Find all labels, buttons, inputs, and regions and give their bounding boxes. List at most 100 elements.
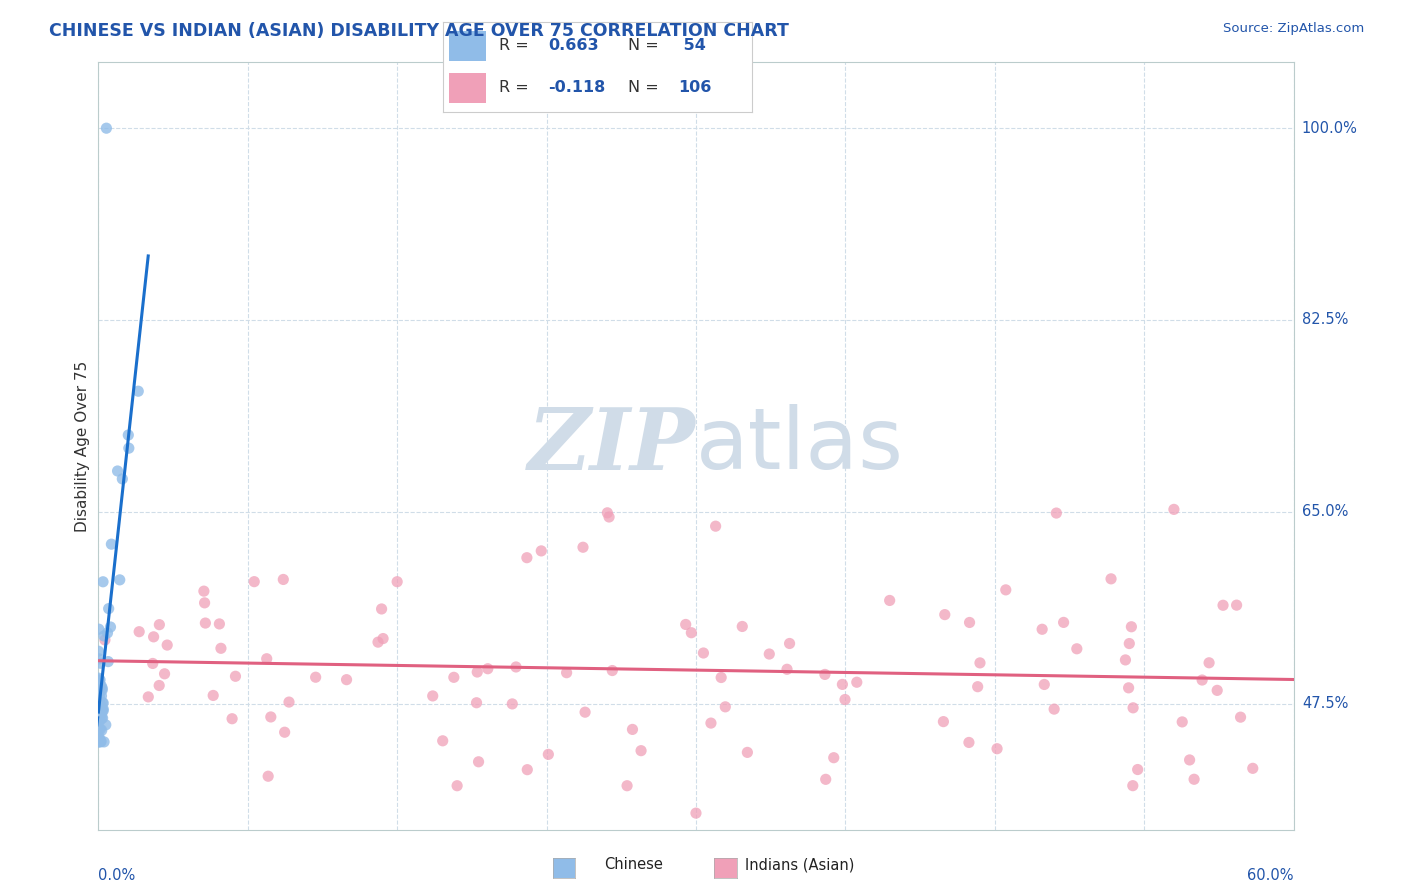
Text: R =: R = xyxy=(499,38,529,53)
Point xyxy=(537,747,560,762)
Point xyxy=(87,714,110,728)
Point xyxy=(89,690,111,704)
Point xyxy=(90,723,112,738)
Point xyxy=(371,632,394,646)
Point xyxy=(156,638,179,652)
Point xyxy=(477,662,499,676)
Point xyxy=(91,696,114,710)
Text: 106: 106 xyxy=(678,80,711,95)
Point xyxy=(89,652,111,666)
Text: 82.5%: 82.5% xyxy=(1302,312,1348,327)
Point xyxy=(118,441,141,455)
Point xyxy=(465,665,488,679)
Point xyxy=(256,652,278,666)
Point xyxy=(107,464,129,478)
Text: -0.118: -0.118 xyxy=(548,80,606,95)
Point xyxy=(714,699,737,714)
Point xyxy=(596,506,619,520)
Point xyxy=(385,574,408,589)
Point xyxy=(957,735,980,749)
Point xyxy=(89,714,111,728)
Point xyxy=(814,772,837,787)
Point xyxy=(834,692,856,706)
Point xyxy=(1118,636,1140,650)
Text: Indians (Asian): Indians (Asian) xyxy=(745,857,855,872)
Point xyxy=(1114,653,1136,667)
Point xyxy=(153,666,176,681)
Point xyxy=(87,735,110,749)
Point xyxy=(193,584,215,599)
Point xyxy=(194,615,217,630)
Point xyxy=(969,656,991,670)
Text: 54: 54 xyxy=(678,38,706,53)
Point xyxy=(692,646,714,660)
Point xyxy=(87,622,110,636)
Point xyxy=(630,744,652,758)
Point xyxy=(1122,701,1144,715)
Text: Chinese: Chinese xyxy=(605,857,664,872)
Point xyxy=(89,657,111,671)
Point xyxy=(100,620,122,634)
Point xyxy=(90,707,112,722)
Text: N =: N = xyxy=(628,80,659,95)
Point xyxy=(224,669,246,683)
Point xyxy=(966,680,988,694)
Point xyxy=(704,519,727,533)
Point xyxy=(530,544,553,558)
Point xyxy=(675,617,697,632)
Point xyxy=(1178,753,1201,767)
Text: 100.0%: 100.0% xyxy=(1302,120,1358,136)
Point xyxy=(90,679,112,693)
Point xyxy=(685,806,707,821)
Point xyxy=(89,673,111,687)
Point xyxy=(616,779,638,793)
Point xyxy=(90,735,112,749)
Point xyxy=(710,671,733,685)
Point xyxy=(823,750,845,764)
Point xyxy=(89,722,111,736)
Text: CHINESE VS INDIAN (ASIAN) DISABILITY AGE OVER 75 CORRELATION CHART: CHINESE VS INDIAN (ASIAN) DISABILITY AGE… xyxy=(49,22,789,40)
Point xyxy=(1043,702,1066,716)
Point xyxy=(1226,598,1249,612)
Point xyxy=(1052,615,1074,630)
Point xyxy=(87,730,110,744)
Point xyxy=(572,541,595,555)
Point xyxy=(108,573,131,587)
Point xyxy=(516,550,538,565)
Point xyxy=(758,647,780,661)
Point xyxy=(1163,502,1185,516)
Point xyxy=(142,657,165,671)
Point xyxy=(87,723,110,737)
Point xyxy=(273,725,295,739)
Point xyxy=(202,689,225,703)
Point xyxy=(422,689,444,703)
Point xyxy=(1118,681,1140,695)
Point xyxy=(1121,620,1143,634)
Point xyxy=(127,384,149,399)
Point xyxy=(367,635,389,649)
Point xyxy=(91,696,114,710)
Point xyxy=(260,710,283,724)
Point xyxy=(221,712,243,726)
Point xyxy=(91,683,114,698)
Point xyxy=(1241,761,1264,775)
Point xyxy=(446,779,468,793)
Point xyxy=(97,655,120,669)
Text: R =: R = xyxy=(499,80,529,95)
Point xyxy=(994,582,1017,597)
Point xyxy=(814,667,837,681)
Point xyxy=(91,574,114,589)
Point xyxy=(93,735,115,749)
Point xyxy=(209,641,232,656)
Point xyxy=(89,731,111,746)
Point xyxy=(845,675,868,690)
Point xyxy=(271,573,294,587)
Text: 0.663: 0.663 xyxy=(548,38,599,53)
Point xyxy=(1191,673,1213,687)
Text: Source: ZipAtlas.com: Source: ZipAtlas.com xyxy=(1223,22,1364,36)
Point xyxy=(1182,772,1205,787)
Point xyxy=(467,755,489,769)
Text: 65.0%: 65.0% xyxy=(1302,504,1348,519)
Point xyxy=(505,660,527,674)
Point xyxy=(257,769,280,783)
